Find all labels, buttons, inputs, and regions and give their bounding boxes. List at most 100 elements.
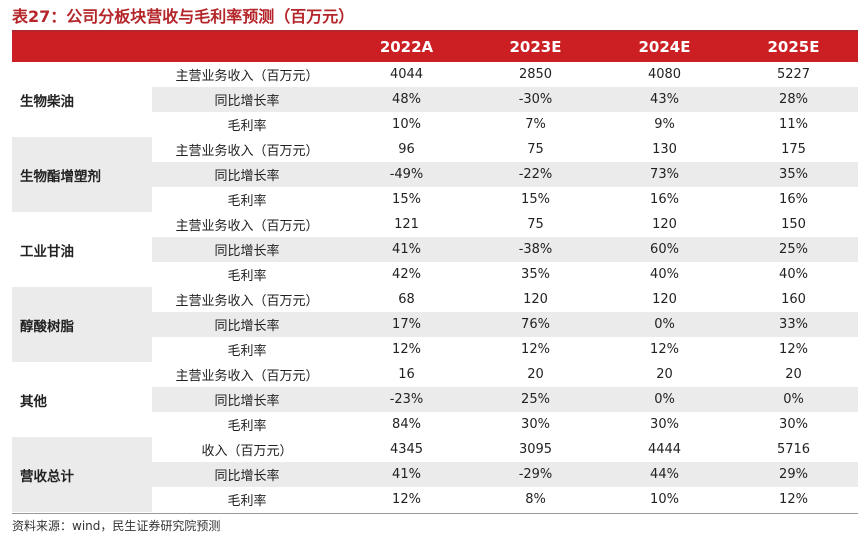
value-cell: 16	[398, 367, 415, 382]
value-cell: 40%	[650, 267, 679, 282]
value-cell: 30%	[650, 417, 679, 432]
segment-group: 工业甘油 主营业务收入（百万元） 121 75 120 150 同比增长率 41% -38% 60…	[12, 212, 858, 287]
value-cell: 17%	[342, 312, 471, 337]
value-cell: 76%	[471, 312, 600, 337]
table-row: 同比增长率 41% -38% 60% 25%	[12, 237, 858, 262]
value-cell: 15%	[521, 192, 550, 207]
value-cell: 160	[781, 292, 806, 307]
value-cell: 2850	[518, 67, 553, 82]
value-cell: 84%	[392, 417, 421, 432]
value-cell: 150	[781, 217, 806, 232]
header-year: 2023E	[471, 32, 600, 62]
table-title: 表27：公司分板块营收与毛利率预测（百万元）	[12, 7, 355, 26]
metric-label: 毛利率	[227, 419, 267, 434]
value-cell: 5227	[776, 67, 811, 82]
table-row: 毛利率 84% 30% 30% 30%	[12, 412, 858, 437]
value-cell: 29%	[729, 462, 858, 487]
value-cell: 15%	[392, 192, 421, 207]
value-cell: 120	[652, 292, 677, 307]
value-cell: -49%	[342, 162, 471, 187]
value-cell: 12%	[650, 342, 679, 357]
value-cell: 130	[652, 142, 677, 157]
segment-group: 营收总计 收入（百万元） 4345 3095 4444 5716 同比增长率 41% -29% 4…	[12, 437, 858, 512]
table-row: 毛利率 15% 15% 16% 16%	[12, 187, 858, 212]
segment-group: 醇酸树脂 主营业务收入（百万元） 68 120 120 160 同比增长率 17% 76% 0% 3…	[12, 287, 858, 362]
value-cell: 20	[785, 367, 802, 382]
metric-label: 主营业务收入（百万元）	[175, 219, 319, 234]
source-note: 资料来源：wind，民生证券研究院预测	[12, 519, 221, 533]
bottom-rule	[12, 513, 858, 514]
value-cell: 10%	[392, 117, 421, 132]
value-cell: 41%	[342, 462, 471, 487]
value-cell: 30%	[779, 417, 808, 432]
value-cell: 5716	[776, 442, 811, 457]
metric-label: 毛利率	[227, 269, 267, 284]
value-cell: 11%	[779, 117, 808, 132]
table-row: 同比增长率 -49% -22% 73% 35%	[12, 162, 858, 187]
metric-label: 同比增长率	[152, 462, 342, 487]
value-cell: 44%	[600, 462, 729, 487]
value-cell: 120	[652, 217, 677, 232]
value-cell: 0%	[729, 387, 858, 412]
value-cell: -22%	[471, 162, 600, 187]
metric-label: 毛利率	[227, 119, 267, 134]
table-row: 毛利率 12% 12% 12% 12%	[12, 337, 858, 362]
segment-name: 醇酸树脂	[12, 287, 152, 362]
value-cell: 12%	[521, 342, 550, 357]
value-cell: 48%	[342, 87, 471, 112]
value-cell: 120	[523, 292, 548, 307]
title-rule	[12, 30, 858, 32]
metric-label: 毛利率	[227, 344, 267, 359]
value-cell: 3095	[518, 442, 553, 457]
metric-label: 主营业务收入（百万元）	[175, 144, 319, 159]
value-cell: 96	[398, 142, 415, 157]
value-cell: 35%	[729, 162, 858, 187]
table-row: 毛利率 10% 7% 9% 11%	[12, 112, 858, 137]
table-row: 同比增长率 -23% 25% 0% 0%	[12, 387, 858, 412]
metric-label: 毛利率	[227, 194, 267, 209]
value-cell: 42%	[392, 267, 421, 282]
header-blank-metric	[152, 32, 342, 62]
value-cell: 33%	[729, 312, 858, 337]
value-cell: 121	[394, 217, 419, 232]
value-cell: 12%	[779, 342, 808, 357]
value-cell: 75	[527, 142, 544, 157]
value-cell: -29%	[471, 462, 600, 487]
value-cell: 4044	[389, 67, 424, 82]
value-cell: 41%	[342, 237, 471, 262]
metric-label: 毛利率	[227, 494, 267, 509]
value-cell: 28%	[729, 87, 858, 112]
value-cell: 7%	[525, 117, 546, 132]
header-year: 2025E	[729, 32, 858, 62]
table-row: 同比增长率 48% -30% 43% 28%	[12, 87, 858, 112]
table-row: 其他 主营业务收入（百万元） 16 20 20 20	[12, 362, 858, 410]
forecast-table: 2022A 2023E 2024E 2025E 生物柴油 主营业务收入（百万元） 4…	[12, 32, 858, 512]
segment-group: 生物酯增塑剂 主营业务收入（百万元） 96 75 130 175 同比增长率 -49% -22%…	[12, 137, 858, 212]
value-cell: 40%	[779, 267, 808, 282]
value-cell: 12%	[392, 342, 421, 357]
value-cell: 25%	[471, 387, 600, 412]
segment-name: 工业甘油	[20, 243, 74, 260]
segment-name: 生物酯增塑剂	[12, 137, 152, 212]
value-cell: 35%	[521, 267, 550, 282]
segment-group: 其他 主营业务收入（百万元） 16 20 20 20 同比增长率 -23% 25% 0% 0% 毛利率…	[12, 362, 858, 437]
value-cell: 43%	[600, 87, 729, 112]
value-cell: 60%	[600, 237, 729, 262]
value-cell: 4080	[647, 67, 682, 82]
segment-name: 营收总计	[12, 437, 152, 512]
metric-label: 同比增长率	[152, 237, 342, 262]
value-cell: 20	[527, 367, 544, 382]
header-year: 2024E	[600, 32, 729, 62]
metric-label: 主营业务收入（百万元）	[175, 369, 319, 384]
table-row: 毛利率 42% 35% 40% 40%	[12, 262, 858, 287]
value-cell: 20	[656, 367, 673, 382]
value-cell: 175	[781, 142, 806, 157]
value-cell: 4444	[647, 442, 682, 457]
value-cell: 68	[398, 292, 415, 307]
value-cell: -38%	[471, 237, 600, 262]
metric-label: 主营业务收入（百万元）	[175, 294, 319, 309]
metric-label: 同比增长率	[152, 387, 342, 412]
metric-label: 收入（百万元）	[201, 444, 293, 459]
value-cell: 0%	[600, 312, 729, 337]
